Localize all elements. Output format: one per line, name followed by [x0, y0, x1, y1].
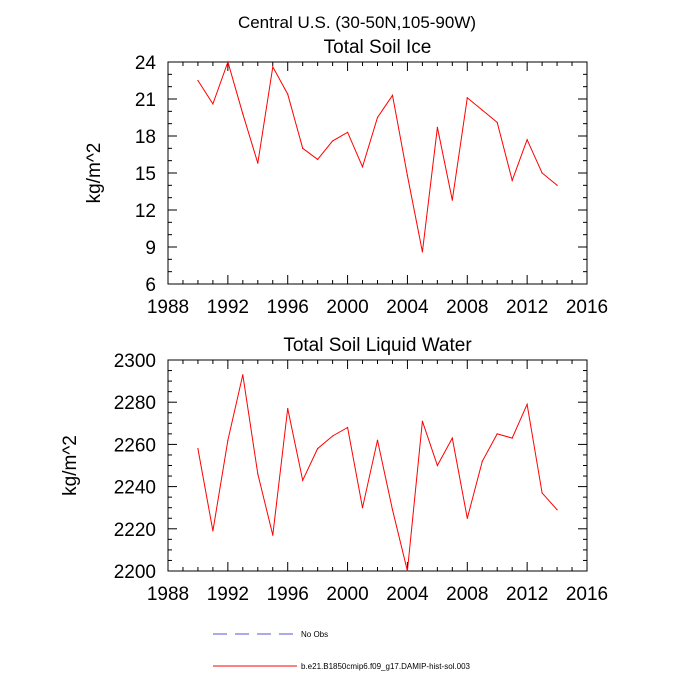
- x-tick-label: 2004: [386, 297, 429, 318]
- data-point: [212, 530, 214, 532]
- data-point: [317, 158, 319, 161]
- x-tick-label: 1996: [267, 584, 309, 605]
- y-tick-label: 2240: [114, 478, 156, 499]
- y-tick-label: 2300: [114, 351, 156, 372]
- data-point: [361, 166, 364, 168]
- data-point: [212, 103, 214, 105]
- data-point: [436, 464, 438, 467]
- data-point: [302, 147, 304, 149]
- data-point: [466, 97, 468, 99]
- y-tick-label: 21: [135, 90, 156, 111]
- chart-panel-2: 1988 1992 1996 2000 2004 2008 2012 2016 2200 2220…: [60, 335, 608, 605]
- data-point: [406, 570, 409, 572]
- data-point: [481, 460, 483, 462]
- x-tick-label: 2016: [566, 584, 608, 605]
- x-tick-label: 2000: [326, 297, 368, 318]
- y-tick-label: 24: [135, 53, 157, 74]
- x-tick-label: 1992: [207, 297, 249, 318]
- data-point: [302, 479, 304, 481]
- data-point: [391, 94, 394, 96]
- x-tick-label: 2012: [506, 584, 548, 605]
- x-tick-label: 1988: [147, 297, 189, 318]
- data-point: [511, 179, 513, 181]
- data-point: [346, 426, 349, 429]
- data-point: [376, 116, 379, 119]
- x-tick-label: 2012: [506, 297, 548, 318]
- x-tick-label: 2004: [386, 584, 429, 605]
- data-point: [541, 492, 543, 494]
- x-tick-label: 2016: [566, 297, 608, 318]
- legend-label-model-run: b.e21.B1850cmip6.f09_g17.DAMIP-hist-sol.…: [301, 662, 471, 671]
- data-point: [451, 437, 453, 439]
- data-point: [346, 131, 349, 133]
- data-point: [317, 448, 319, 450]
- panel-title: Total Soil Ice: [324, 37, 432, 58]
- data-point: [332, 140, 334, 142]
- data-point: [481, 109, 483, 111]
- figure-suptitle: Central U.S. (30-50N,105-90W): [238, 13, 476, 32]
- data-point: [242, 113, 244, 115]
- y-tick-label: 6: [145, 275, 156, 296]
- x-tick-label: 1996: [267, 297, 309, 318]
- data-point: [391, 509, 394, 511]
- data-point: [526, 403, 528, 405]
- y-tick-label: 12: [135, 201, 156, 222]
- data-point: [421, 420, 423, 422]
- data-point: [526, 139, 528, 141]
- data-point: [541, 172, 543, 174]
- x-tick-label: 2008: [446, 297, 488, 318]
- data-point: [242, 374, 244, 376]
- data-point: [227, 439, 229, 441]
- data-point: [556, 509, 558, 511]
- panel-title: Total Soil Liquid Water: [283, 335, 472, 356]
- data-point: [227, 61, 229, 63]
- x-tick-label: 2008: [446, 584, 488, 605]
- plot-frame: [167, 359, 588, 572]
- x-tick-label: 1988: [147, 584, 189, 605]
- data-point: [436, 126, 438, 128]
- data-point: [197, 79, 199, 82]
- data-point: [332, 435, 334, 437]
- series-line: [197, 374, 558, 572]
- data-point: [272, 534, 274, 536]
- y-tick-label: 18: [135, 127, 156, 148]
- data-point: [257, 473, 259, 475]
- y-axis-label: kg/m^2: [60, 435, 81, 496]
- legend: No Obs b.e21.B1850cmip6.f09_g17.DAMIP-hi…: [213, 630, 471, 671]
- legend-label-no-obs: No Obs: [301, 630, 328, 639]
- x-tick-label: 1992: [207, 584, 249, 605]
- data-point: [496, 433, 498, 435]
- data-point: [466, 517, 468, 519]
- y-axis-label: kg/m^2: [84, 143, 105, 204]
- y-tick-label: 2200: [114, 562, 156, 583]
- data-point: [272, 66, 274, 68]
- series-line: [197, 60, 558, 252]
- data-point: [496, 121, 498, 124]
- data-point: [197, 448, 199, 450]
- data-point: [511, 437, 513, 439]
- data-point: [556, 184, 558, 186]
- y-tick-label: 2260: [114, 435, 156, 456]
- data-point: [451, 199, 453, 201]
- data-point: [257, 162, 259, 164]
- y-tick-label: 2220: [114, 520, 156, 541]
- x-tick-label: 2000: [326, 584, 368, 605]
- y-tick-label: 15: [135, 164, 156, 185]
- data-point: [287, 407, 289, 410]
- plot-frame: [167, 61, 588, 285]
- chart-panel-1: 1988 1992 1996 2000 2004 2008 2012 2016 6 9 12 15 18…: [84, 37, 608, 318]
- y-tick-label: 9: [145, 238, 156, 259]
- data-point: [421, 251, 423, 253]
- data-point: [361, 507, 364, 509]
- data-point: [406, 174, 409, 177]
- data-point: [287, 93, 289, 95]
- data-point: [376, 439, 379, 441]
- y-tick-label: 2280: [114, 393, 156, 414]
